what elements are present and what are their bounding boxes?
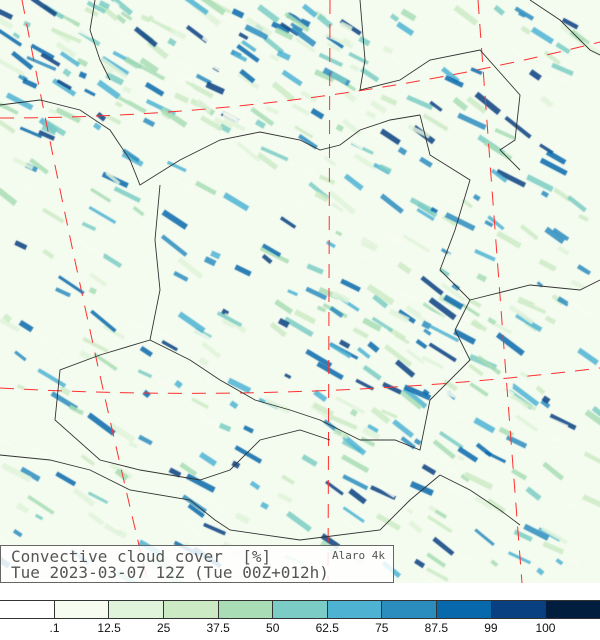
border-line bbox=[0, 454, 441, 541]
parallel-line bbox=[0, 41, 600, 119]
legend-label: 37.5 bbox=[206, 621, 230, 635]
legend-swatch bbox=[272, 601, 327, 618]
legend-swatch bbox=[436, 601, 491, 618]
meridian-line bbox=[327, 0, 331, 583]
border-line bbox=[469, 279, 600, 301]
legend-label: .1 bbox=[49, 621, 60, 635]
coastline bbox=[0, 99, 421, 186]
legend-labels: .1 12.5 25 37.5 50 62.5 75 87.5 99 100 bbox=[0, 621, 600, 639]
border-line bbox=[439, 474, 521, 526]
variable-unit: [%] bbox=[242, 547, 272, 566]
country-borders bbox=[0, 0, 600, 541]
legend-swatch bbox=[381, 601, 437, 618]
forecast-time: Tue 2023-03-07 12Z (Tue 00Z+012h) bbox=[11, 563, 329, 582]
legend-label: 100 bbox=[535, 621, 556, 635]
legend-swatch bbox=[490, 601, 546, 618]
model-name: Alaro 4k bbox=[332, 549, 385, 562]
legend-swatch bbox=[0, 601, 54, 618]
map-overlay bbox=[0, 0, 600, 583]
variable-name: Convective cloud cover bbox=[11, 547, 223, 566]
legend-label: 12.5 bbox=[97, 621, 121, 635]
legend-swatch bbox=[108, 601, 163, 618]
legend-label: 87.5 bbox=[424, 621, 449, 635]
title-box: Convective cloud cover [%] Alaro 4k Tue … bbox=[0, 545, 394, 583]
legend-label: 75 bbox=[375, 621, 389, 635]
legend-swatch bbox=[545, 601, 600, 618]
border-line bbox=[149, 184, 361, 441]
map-area bbox=[0, 0, 600, 583]
legend-label: 50 bbox=[266, 621, 280, 635]
border-line bbox=[359, 0, 521, 171]
legend-label: 62.5 bbox=[315, 621, 339, 635]
legend-swatch bbox=[162, 601, 218, 618]
border-line bbox=[54, 339, 331, 481]
legend-label: 99 bbox=[484, 621, 498, 635]
border-line bbox=[89, 0, 111, 81]
legend-swatch bbox=[217, 601, 273, 618]
border-line bbox=[529, 0, 600, 56]
parallel-line bbox=[0, 367, 600, 394]
legend-swatch bbox=[53, 601, 109, 618]
legend-swatch bbox=[326, 601, 382, 618]
color-legend bbox=[0, 600, 600, 619]
title-variable-line: Convective cloud cover [%] bbox=[11, 547, 271, 566]
meridian-line bbox=[477, 0, 523, 583]
meridian-line bbox=[21, 0, 149, 583]
lat-lon-gridlines bbox=[0, 0, 600, 583]
legend-label: 25 bbox=[156, 621, 171, 635]
border-line bbox=[360, 114, 471, 451]
